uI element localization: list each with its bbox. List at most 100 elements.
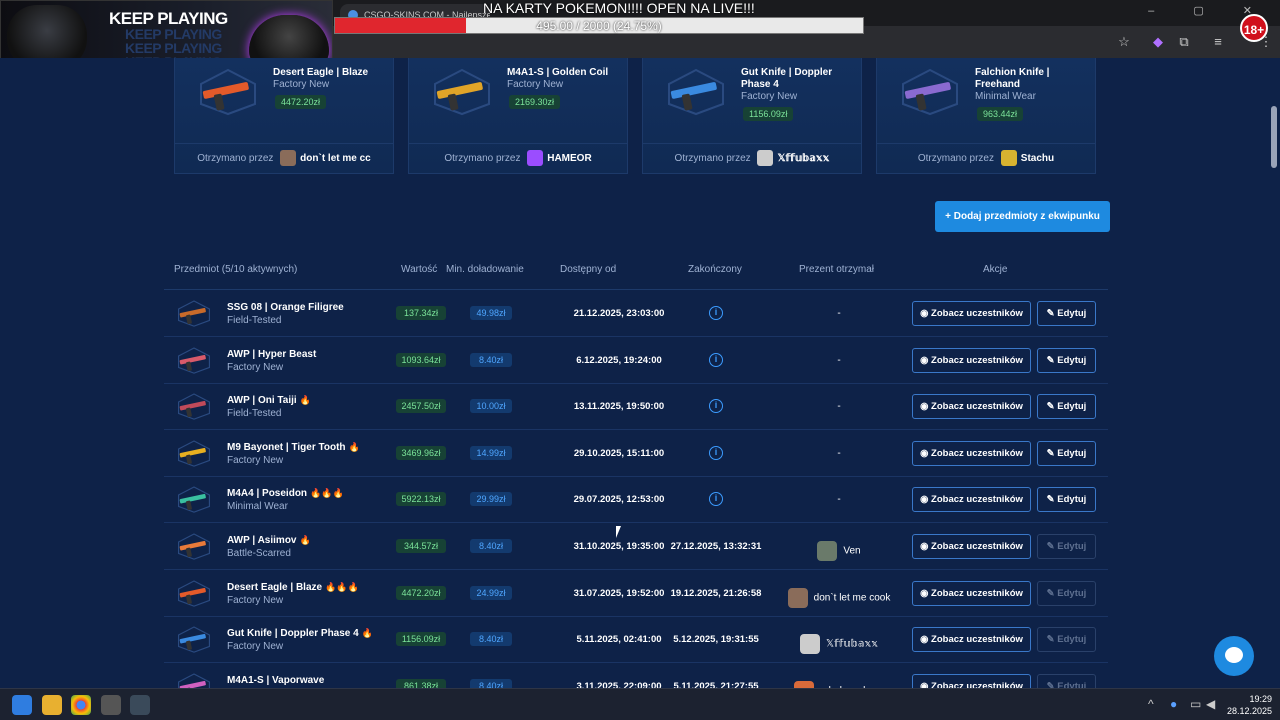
receiver-name[interactable]: don`t let me cc xyxy=(300,153,371,164)
tray-chevron-icon[interactable]: ^ xyxy=(1148,697,1154,711)
start-windows-icon[interactable] xyxy=(12,695,32,715)
item-value: 861.38zł xyxy=(396,678,446,688)
card-item-name: Gut Knife | Doppler Phase 4 xyxy=(741,67,833,90)
item-value: 4472.20zł xyxy=(396,585,446,600)
view-participants-label: Zobacz uczestników xyxy=(931,541,1023,552)
item-min-deposit: 29.99zł xyxy=(470,492,512,507)
received-label: Otrzymano przez xyxy=(917,153,994,164)
view-participants-button[interactable]: ◉ Zobacz uczestników xyxy=(912,534,1031,559)
item-name: M4A1-S | Vaporwave xyxy=(227,675,327,686)
info-icon[interactable]: i xyxy=(709,306,723,320)
winner-card[interactable]: Falchion Knife | Freehand Minimal Wear 963… xyxy=(876,58,1096,174)
info-icon[interactable]: i xyxy=(709,492,723,507)
volume-icon[interactable]: ◀ xyxy=(1206,697,1216,711)
scrollbar-thumb[interactable] xyxy=(1271,106,1277,168)
view-participants-button[interactable]: ◉ Zobacz uczestników xyxy=(912,487,1031,513)
edit-icon: ✎ xyxy=(1046,354,1058,366)
edit-label: Edytuj xyxy=(1057,308,1087,319)
add-items-button[interactable]: + Dodaj przedmioty z ekwipunku xyxy=(935,201,1110,232)
microphone-icon[interactable]: ● xyxy=(1170,697,1178,711)
winner-card[interactable]: Gut Knife | Doppler Phase 4 Factory New 11… xyxy=(642,58,862,174)
window-controls[interactable]: – ▢ ✕ xyxy=(1148,5,1270,17)
col-from: Dostępny od xyxy=(560,264,617,275)
receiver-name[interactable]: Stachu xyxy=(1020,153,1055,164)
card-receiver: Otrzymano przez don`t let me cc xyxy=(175,143,393,173)
table-row: AWP | Hyper Beast Factory New 1093.64zł 8.4… xyxy=(164,337,1108,384)
edit-button[interactable]: ✎ Edytuj xyxy=(1037,394,1096,420)
edit-button[interactable]: ✎ Edytuj xyxy=(1037,627,1096,653)
view-participants-button[interactable]: ◉ Zobacz uczestników xyxy=(912,673,1031,688)
view-participants-label: Zobacz uczestników xyxy=(931,587,1023,599)
view-participants-button[interactable]: ◉ Zobacz uczestników xyxy=(912,301,1031,326)
table-row: SSG 08 | Orange Filigree Field-Tested 137.… xyxy=(164,290,1108,337)
network-icon[interactable]: ▭ xyxy=(1190,697,1202,711)
card-item-name: Desert Eagle | Blaze xyxy=(273,67,369,78)
item-name: AWP | Hyper Beast xyxy=(227,349,319,360)
edit-button[interactable]: ✎ Edytuj xyxy=(1037,673,1096,688)
system-clock[interactable]: 19:29 28.12.2025 xyxy=(1227,693,1272,717)
winner-card[interactable]: Desert Eagle | Blaze Factory New 4472.20zł… xyxy=(174,58,394,174)
item-name: SSG 08 | Orange Filigree xyxy=(227,302,347,313)
media-icon[interactable]: ≡ xyxy=(1214,34,1222,49)
chat-bubble-icon[interactable] xyxy=(1214,636,1254,676)
weapon-skin-icon xyxy=(174,671,214,688)
edit-button[interactable]: ✎ Edytuj xyxy=(1037,580,1096,606)
weapon-skin-icon xyxy=(193,66,263,116)
item-condition: Factory New xyxy=(227,641,284,653)
view-participants-button[interactable]: ◉ Zobacz uczestników xyxy=(912,394,1031,420)
weapon-skin-icon xyxy=(174,484,214,514)
fire-icon: 🔥🔥🔥 xyxy=(310,488,344,499)
item-condition: Field-Tested xyxy=(227,408,282,420)
eye-icon: ◉ xyxy=(920,541,932,552)
edit-button[interactable]: ✎ Edytuj xyxy=(1037,301,1096,326)
gift-receiver-name: - xyxy=(837,354,841,366)
view-participants-button[interactable]: ◉ Zobacz uczestników xyxy=(912,627,1031,653)
table-row: Gut Knife | Doppler Phase 4 🔥 Factory New 1… xyxy=(164,616,1108,664)
view-participants-button[interactable]: ◉ Zobacz uczestników xyxy=(912,440,1031,466)
available-from: 13.11.2025, 19:50:00 xyxy=(573,401,665,413)
edit-button[interactable]: ✎ Edytuj xyxy=(1037,487,1096,513)
winner-card[interactable]: M4A1-S | Golden Coil Factory New 2169.30zł… xyxy=(408,58,628,174)
edit-icon: ✎ xyxy=(1046,587,1058,599)
item-name-text: M9 Bayonet | Tiger Tooth xyxy=(227,441,346,453)
item-value: 5922.13zł xyxy=(396,492,446,507)
eye-icon: ◉ xyxy=(920,587,932,599)
app-icon[interactable] xyxy=(130,695,150,715)
user-avatar xyxy=(527,150,544,167)
puzzle-icon[interactable]: ⧉ xyxy=(1179,34,1189,49)
receiver-name[interactable]: HAMEOR xyxy=(547,153,592,164)
overlay-brand-echo: KEEP PLAYING xyxy=(125,26,222,42)
edit-button[interactable]: ✎ Edytuj xyxy=(1037,347,1096,373)
user-avatar xyxy=(1000,150,1017,167)
bookmark-star-icon[interactable]: ☆ xyxy=(1118,34,1130,49)
site-favicon-icon xyxy=(348,10,358,20)
info-icon[interactable]: i xyxy=(709,399,723,414)
card-condition: Minimal Wear xyxy=(975,91,1036,102)
item-name: Gut Knife | Doppler Phase 4 🔥 xyxy=(227,628,373,639)
view-participants-button[interactable]: ◉ Zobacz uczestników xyxy=(912,580,1031,606)
eye-icon: ◉ xyxy=(920,447,932,459)
app-icon[interactable] xyxy=(101,695,121,715)
file-explorer-icon[interactable] xyxy=(42,695,62,715)
extension-icon[interactable]: ◆ xyxy=(1153,34,1163,49)
item-condition: Factory New xyxy=(227,454,284,466)
edit-label: Edytuj xyxy=(1057,447,1087,459)
receiver-name[interactable]: 𝕏𝕗𝕗𝕦𝕓𝕒𝕩𝕩 xyxy=(777,153,830,164)
info-icon[interactable]: i xyxy=(709,352,723,367)
edit-button[interactable]: ✎ Edytuj xyxy=(1037,440,1096,466)
available-from: 29.10.2025, 15:11:00 xyxy=(573,447,665,459)
item-name: Desert Eagle | Blaze 🔥🔥🔥 xyxy=(227,582,359,593)
edit-label: Edytuj xyxy=(1057,634,1087,646)
edit-label: Edytuj xyxy=(1057,494,1087,506)
page-scrollbar[interactable] xyxy=(1268,58,1280,688)
edit-button[interactable]: ✎ Edytuj xyxy=(1037,534,1096,559)
mouse-cursor-icon xyxy=(616,526,626,538)
view-participants-button[interactable]: ◉ Zobacz uczestników xyxy=(912,347,1031,373)
info-icon[interactable]: i xyxy=(709,445,723,460)
col-ended: Zakończony xyxy=(688,264,742,275)
item-name-text: SSG 08 | Orange Filigree xyxy=(227,302,344,313)
col-actions: Akcje xyxy=(983,264,1008,275)
chrome-icon[interactable] xyxy=(71,695,91,715)
gift-receiver-name: 𝕏𝕗𝕗𝕦𝕓𝕒𝕩𝕩 xyxy=(826,638,878,650)
gift-receiver: 𝕏𝕗𝕗𝕦𝕓𝕒𝕩𝕩 xyxy=(744,634,934,655)
